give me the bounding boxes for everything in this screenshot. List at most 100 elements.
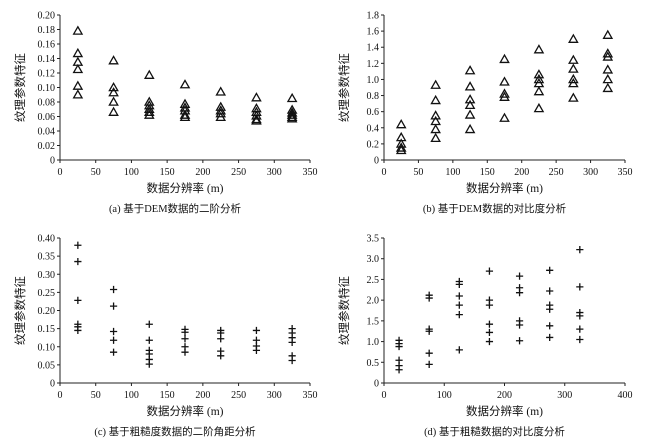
triangle-marker (108, 81, 119, 92)
y-tick-label: 0.12 (38, 69, 56, 80)
x-tick-label: 100 (124, 390, 139, 401)
triangle-marker (143, 109, 155, 119)
plus-marker (425, 294, 433, 302)
triangle-marker (108, 87, 119, 97)
x-tick-label: 400 (618, 390, 633, 401)
y-axis-title: 纹理参数特征 (13, 276, 27, 345)
triangle-marker (143, 103, 155, 114)
y-axis-title: 纹理参数特征 (337, 53, 351, 122)
triangle-marker (395, 144, 407, 155)
plus-marker (252, 346, 261, 354)
triangle-marker (108, 106, 119, 116)
triangle-marker (286, 109, 298, 119)
x-tick-label: 200 (195, 167, 210, 178)
panel-b: 0 0.2 0.4 0.6 0.8 1.0 1.2 1.4 1.6 1.8 0 50 100 150 200… (337, 11, 633, 216)
x-tick-label: 150 (160, 167, 175, 178)
y-axis-title: 纹理参数特征 (13, 53, 27, 122)
y-tick-label: 3.0 (367, 254, 380, 265)
triangle-marker (430, 79, 441, 89)
plus-marker (181, 335, 189, 343)
y-tick-label: 0.40 (38, 234, 56, 245)
triangle-marker (464, 109, 476, 119)
triangle-marker (602, 51, 614, 61)
y-tick-label: 1.8 (367, 11, 380, 22)
plus-marker (576, 325, 584, 333)
triangle-marker (179, 111, 191, 122)
plus-marker (576, 283, 584, 291)
x-tick-label: 300 (583, 167, 598, 178)
plus-marker (109, 285, 118, 294)
triangle-marker (499, 88, 510, 98)
plus-marker (455, 346, 463, 354)
triangle-marker (568, 63, 579, 73)
triangle-marker (499, 53, 510, 64)
panel-caption: (c) 基于粗糙度数据的二阶角距分析 (94, 425, 256, 438)
triangle-marker (395, 119, 407, 129)
y-tick-label: 0.4 (367, 123, 380, 134)
y-tick-label: 0.10 (38, 342, 56, 353)
triangle-marker (143, 69, 155, 79)
y-tick-label: 0.14 (38, 54, 56, 65)
triangle-marker (499, 91, 510, 101)
plus-marker (109, 348, 118, 356)
triangle-marker (215, 111, 227, 122)
plus-marker (546, 305, 554, 313)
y-tick-label: 0.2 (367, 139, 380, 150)
y-tick-label: 0.35 (38, 252, 56, 263)
plus-marker (109, 327, 118, 336)
x-tick-label: 200 (514, 167, 529, 178)
triangle-marker (568, 92, 579, 102)
y-tick-label: 1.4 (367, 43, 380, 54)
x-tick-label: 100 (437, 390, 452, 401)
plus-marker (288, 356, 296, 365)
plus-marker (455, 311, 463, 319)
x-tick-label: 350 (303, 390, 318, 401)
y-tick-label: 0.04 (38, 127, 56, 138)
x-tick-label: 250 (231, 167, 246, 178)
panel-caption: (d) 基于粗糙数据的对比度分析 (424, 425, 565, 438)
y-tick-label: 0.20 (38, 11, 56, 22)
y-tick-label: 1.0 (367, 337, 380, 348)
panel-d: 0 0.5 1.0 1.5 2.0 2.5 3.0 3.5 0 100 200 300 400 数据分辨率… (337, 234, 633, 439)
y-tick-label: 2.5 (367, 275, 380, 286)
plus-marker (395, 342, 403, 351)
y-tick-label: 2.0 (367, 296, 380, 307)
plus-marker (485, 301, 494, 309)
triangle-marker (72, 80, 84, 90)
plus-marker (485, 320, 494, 328)
y-tick-label: 0 (374, 156, 379, 167)
data-points (395, 246, 584, 374)
plus-marker (515, 272, 524, 280)
plus-marker (576, 246, 584, 254)
plus-marker (485, 328, 494, 337)
triangle-marker (533, 86, 545, 96)
triangle-marker (568, 54, 579, 64)
triangle-marker (286, 113, 298, 123)
x-tick-label: 50 (91, 167, 101, 178)
triangle-marker (533, 73, 545, 84)
triangle-marker (251, 92, 262, 102)
triangle-marker (464, 123, 476, 134)
panel-caption: (b) 基于DEM数据的对比度分析 (423, 202, 567, 215)
y-tick-label: 0.06 (38, 112, 56, 123)
triangle-marker (568, 33, 579, 43)
triangle-marker (251, 110, 262, 120)
x-tick-label: 50 (413, 167, 423, 178)
y-tick-label: 0.6 (367, 107, 380, 118)
plus-marker (515, 337, 524, 345)
plus-marker (74, 326, 82, 335)
y-tick-label: 0.05 (38, 360, 56, 371)
triangle-marker (464, 94, 476, 104)
y-tick-label: 0.15 (38, 324, 56, 335)
triangle-marker (533, 102, 545, 113)
triangle-marker (179, 109, 191, 119)
plus-marker (546, 287, 554, 295)
plus-marker (576, 312, 584, 320)
triangle-marker (215, 86, 227, 96)
triangle-marker (430, 94, 441, 105)
y-tick-label: 0.25 (38, 288, 56, 299)
y-tick-label: 0.10 (38, 83, 56, 94)
triangle-marker (286, 107, 298, 117)
x-tick-label: 0 (58, 167, 63, 178)
plus-marker (145, 336, 153, 344)
